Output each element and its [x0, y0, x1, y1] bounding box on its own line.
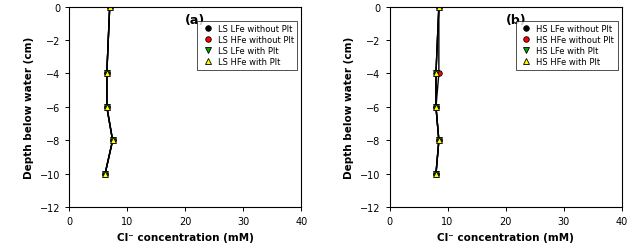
LS HFe without Plt — [103, 73, 111, 76]
LS HFe with Plt — [101, 173, 109, 176]
Text: (a): (a) — [185, 14, 205, 26]
Legend: LS LFe without Plt, LS HFe without Plt, LS LFe with Plt, LS HFe with Plt: LS LFe without Plt, LS HFe without Plt, … — [197, 22, 297, 70]
LS HFe with Plt — [109, 139, 116, 142]
HS LFe without Plt — [432, 173, 440, 176]
Line: HS LFe with Plt: HS LFe with Plt — [433, 4, 442, 178]
Y-axis label: Depth below water (cm): Depth below water (cm) — [344, 37, 354, 178]
HS HFe with Plt — [432, 106, 440, 109]
Legend: HS LFe without Plt, HS HFe without Plt, HS LFe with Plt, HS HFe with Plt: HS LFe without Plt, HS HFe without Plt, … — [516, 22, 617, 70]
HS HFe with Plt — [432, 173, 440, 176]
LS LFe without Plt — [106, 6, 114, 9]
LS LFe without Plt — [103, 73, 111, 76]
HS LFe with Plt — [432, 106, 440, 109]
HS LFe without Plt — [435, 139, 443, 142]
Text: (b): (b) — [506, 14, 526, 26]
HS LFe with Plt — [432, 173, 440, 176]
HS LFe with Plt — [432, 73, 440, 76]
LS HFe with Plt — [103, 73, 111, 76]
Line: HS HFe without Plt: HS HFe without Plt — [433, 5, 441, 177]
LS LFe without Plt — [103, 106, 111, 109]
LS LFe with Plt — [103, 106, 111, 109]
X-axis label: Cl⁻ concentration (mM): Cl⁻ concentration (mM) — [437, 232, 574, 242]
X-axis label: Cl⁻ concentration (mM): Cl⁻ concentration (mM) — [117, 232, 254, 242]
LS LFe without Plt — [109, 139, 116, 142]
LS LFe with Plt — [109, 139, 116, 142]
LS LFe with Plt — [106, 6, 114, 9]
HS HFe with Plt — [435, 139, 443, 142]
HS HFe with Plt — [432, 73, 440, 76]
HS LFe without Plt — [432, 106, 440, 109]
HS HFe with Plt — [435, 6, 443, 9]
LS HFe with Plt — [103, 106, 111, 109]
Y-axis label: Depth below water (cm): Depth below water (cm) — [24, 37, 34, 178]
Line: LS LFe without Plt: LS LFe without Plt — [102, 5, 116, 177]
LS LFe without Plt — [101, 173, 109, 176]
LS HFe without Plt — [109, 139, 116, 142]
Line: LS LFe with Plt: LS LFe with Plt — [102, 4, 116, 178]
HS HFe without Plt — [435, 6, 443, 9]
HS HFe without Plt — [432, 106, 440, 109]
LS HFe without Plt — [101, 173, 109, 176]
HS LFe without Plt — [435, 6, 443, 9]
LS LFe with Plt — [101, 173, 109, 176]
HS HFe without Plt — [432, 173, 440, 176]
LS HFe without Plt — [103, 106, 111, 109]
Line: LS HFe with Plt: LS HFe with Plt — [102, 4, 116, 178]
HS LFe with Plt — [435, 6, 443, 9]
Line: HS LFe without Plt: HS LFe without Plt — [433, 5, 441, 177]
Line: LS HFe without Plt: LS HFe without Plt — [102, 5, 116, 177]
HS HFe without Plt — [435, 139, 443, 142]
LS HFe without Plt — [106, 6, 114, 9]
HS HFe without Plt — [435, 73, 443, 76]
LS HFe with Plt — [106, 6, 114, 9]
HS LFe without Plt — [432, 73, 440, 76]
LS LFe with Plt — [103, 73, 111, 76]
Line: HS HFe with Plt: HS HFe with Plt — [433, 4, 442, 178]
HS LFe with Plt — [435, 139, 443, 142]
